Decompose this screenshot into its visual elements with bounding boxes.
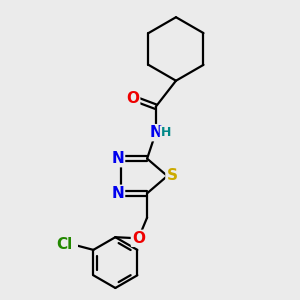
Text: O: O (126, 91, 139, 106)
Text: N: N (149, 125, 162, 140)
Text: S: S (167, 169, 177, 184)
Text: N: N (111, 151, 124, 166)
Text: H: H (160, 126, 171, 139)
Text: N: N (111, 186, 124, 201)
Text: Cl: Cl (56, 237, 72, 252)
Text: O: O (132, 231, 145, 246)
